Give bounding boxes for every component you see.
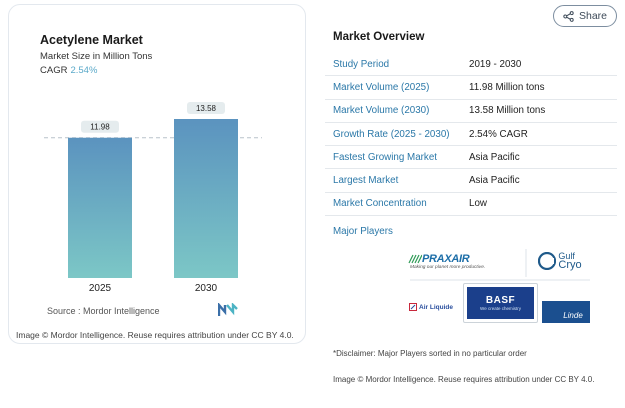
overview-key[interactable]: Market Concentration xyxy=(333,198,427,210)
chart-subtitle: Market Size in Million Tons xyxy=(40,51,153,62)
overview-key[interactable]: Largest Market xyxy=(333,175,399,187)
overview-key[interactable]: Fastest Growing Market xyxy=(333,151,437,163)
overview-value: Asia Pacific xyxy=(469,151,520,163)
cagr-label: CAGR xyxy=(40,65,68,76)
overview-value: 2019 - 2030 xyxy=(469,58,522,70)
major-players-title[interactable]: Major Players xyxy=(333,226,393,237)
chart-source: Source : Mordor Intelligence xyxy=(47,306,160,316)
share-button[interactable]: Share xyxy=(553,5,617,27)
overview-value: Asia Pacific xyxy=(469,175,520,187)
praxair-tagline: Making our planet more productive. xyxy=(410,264,486,270)
logo-dividers xyxy=(410,249,590,281)
bottom-credit: Image © Mordor Intelligence. Reuse requi… xyxy=(333,375,595,384)
share-icon xyxy=(563,10,574,22)
gulf-wordmark: Gulf xyxy=(558,250,575,261)
bar-2025 xyxy=(68,137,132,278)
overview-row-fastest-growing: Fastest Growing Market Asia Pacific xyxy=(325,146,617,170)
overview-value: Low xyxy=(469,198,487,210)
overview-key[interactable]: Growth Rate (2025 - 2030) xyxy=(333,128,450,140)
category-label-2025: 2025 xyxy=(89,283,112,294)
market-overview-table: Study Period 2019 - 2030 Market Volume (… xyxy=(325,53,617,217)
share-label: Share xyxy=(578,10,608,22)
overview-row-volume-2030: Market Volume (2030) 13.58 Million tons xyxy=(325,100,617,123)
major-players-logos: PRAXAIR Making our planet more productiv… xyxy=(400,247,600,337)
overview-row-largest-market: Largest Market Asia Pacific xyxy=(325,169,617,193)
chart-title: Acetylene Market xyxy=(40,33,143,47)
mordor-intelligence-logo-icon xyxy=(218,303,238,316)
overview-key[interactable]: Market Volume (2030) xyxy=(333,105,430,117)
bar-chart: 11.98 2025 13.58 2030 xyxy=(44,102,262,294)
category-label-2030: 2030 xyxy=(195,283,218,294)
chart-cagr: CAGR 2.54% xyxy=(40,65,97,76)
basf-tagline: We create chemistry xyxy=(480,306,521,311)
value-label-2030: 13.58 xyxy=(196,104,217,113)
bar-2030 xyxy=(174,119,238,278)
value-label-bg-2025 xyxy=(81,120,119,133)
value-label-bg-2030 xyxy=(187,102,225,114)
linde-wordmark: Linde xyxy=(563,310,583,320)
overview-value: 11.98 Million tons xyxy=(469,81,545,93)
praxair-logo: PRAXAIR Making our planet more productiv… xyxy=(408,247,492,275)
overview-value: 2.54% CAGR xyxy=(469,128,528,140)
air-liquide-emblem-icon xyxy=(409,303,418,311)
disclaimer-text: *Disclaimer: Major Players sorted in no … xyxy=(333,349,527,358)
gulf-cryo-logo: Gulf Cryo xyxy=(528,247,592,275)
overview-key[interactable]: Study Period xyxy=(333,58,390,70)
overview-row-growth-rate: Growth Rate (2025 - 2030) 2.54% CAGR xyxy=(325,123,617,147)
chart-credit: Image © Mordor Intelligence. Reuse requi… xyxy=(16,330,294,340)
air-liquide-wordmark: Air Liquide xyxy=(419,303,453,311)
gulf-cryo-emblem-icon xyxy=(538,252,557,270)
overview-row-volume-2025: Market Volume (2025) 11.98 Million tons xyxy=(325,76,617,100)
air-liquide-logo: Air Liquide xyxy=(404,299,458,315)
value-label-2025: 11.98 xyxy=(90,123,110,132)
linde-logo: Linde xyxy=(542,301,590,323)
cagr-value: 2.54% xyxy=(70,65,98,76)
basf-wordmark: BASF xyxy=(485,295,516,306)
cryo-wordmark: Cryo xyxy=(558,259,582,272)
market-size-chart-card xyxy=(8,4,306,344)
overview-key[interactable]: Market Volume (2025) xyxy=(333,81,430,93)
overview-row-concentration: Market Concentration Low xyxy=(325,193,617,217)
praxair-wordmark: PRAXAIR xyxy=(422,252,470,265)
market-overview-title: Market Overview xyxy=(333,31,425,43)
overview-row-study-period: Study Period 2019 - 2030 xyxy=(325,53,617,77)
overview-value: 13.58 Million tons xyxy=(469,105,546,117)
praxair-stripes-icon xyxy=(408,254,422,263)
basf-logo: BASF We create chemistry xyxy=(463,283,538,323)
